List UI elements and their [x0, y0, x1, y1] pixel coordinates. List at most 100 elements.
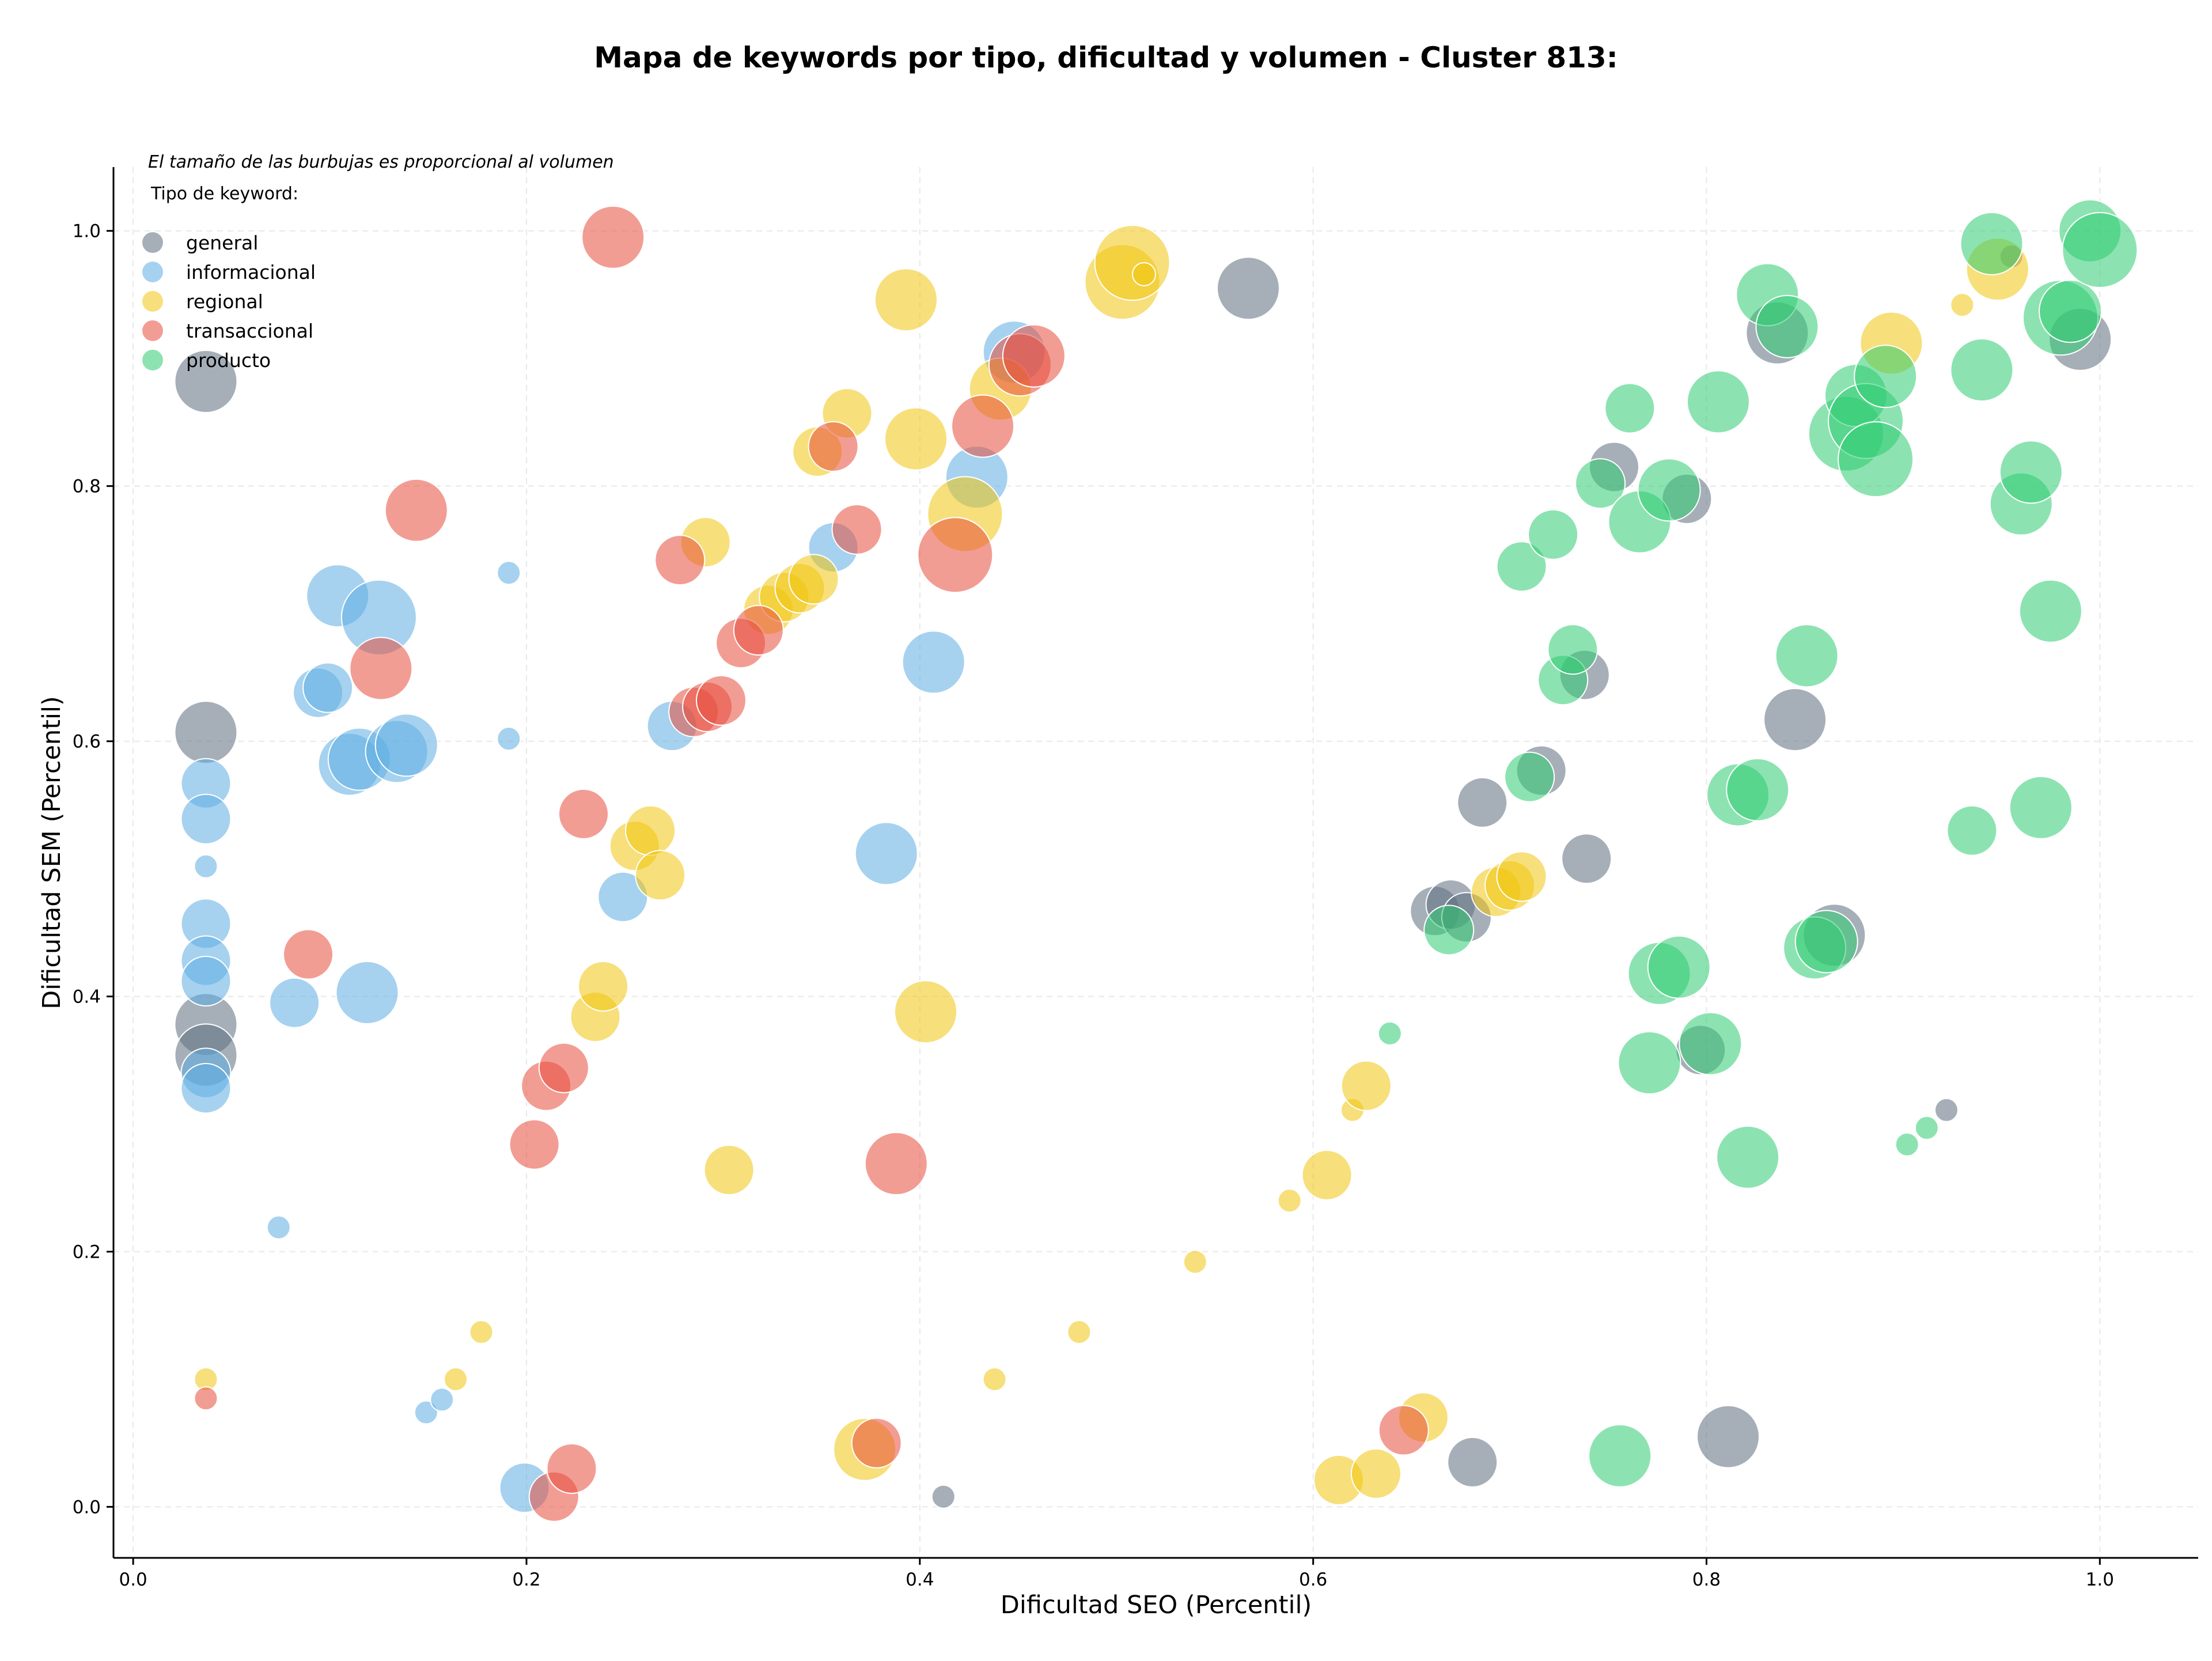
bubble-producto [1547, 624, 1599, 675]
bubble-regional [703, 1144, 755, 1195]
bubble-regional [1094, 225, 1171, 301]
bubble-producto [1377, 1021, 1402, 1046]
bubble-producto [1604, 383, 1656, 434]
bubble-producto [1950, 338, 2014, 402]
bubble-size-note: El tamaño de las burbujas es proporciona… [148, 152, 614, 172]
bubble-regional [1301, 1149, 1353, 1201]
legend-label-general: general [186, 232, 258, 254]
bubble-producto [1914, 1115, 1939, 1140]
legend-swatch-informacional [142, 262, 163, 282]
legend-swatch-regional [142, 291, 163, 312]
bubble-producto [1838, 421, 1914, 498]
bubble-producto [1496, 541, 1547, 592]
bubble-regional [1350, 1448, 1402, 1499]
y-tick-label: 0.8 [73, 476, 101, 497]
bubble-regional [469, 1320, 494, 1345]
bubble-transaccional [283, 929, 334, 980]
legend-label-informacional: informacional [186, 261, 316, 283]
bubble-producto [1528, 509, 1579, 560]
bubble-transaccional [864, 1132, 928, 1195]
bubble-producto [1946, 805, 1998, 856]
bubble-transaccional [733, 604, 784, 656]
bubble-producto [1755, 294, 1819, 358]
bubble-transaccional [808, 421, 859, 472]
bubble-informacional [194, 854, 218, 879]
x-tick-label: 0.6 [1299, 1569, 1327, 1590]
legend-label-transaccional: transaccional [186, 320, 313, 342]
bubble-transaccional [951, 394, 1015, 458]
bubble-general [1216, 256, 1280, 320]
bubble-producto [1895, 1132, 1919, 1157]
bubble-transaccional [831, 504, 882, 555]
x-tick-label: 0.8 [1692, 1569, 1721, 1590]
bubble-regional [1950, 293, 1975, 317]
bubble-producto [1575, 458, 1626, 509]
y-axis-label: Dificultad SEM (Percentil) [37, 696, 66, 1009]
bubble-informacional [497, 727, 521, 751]
bubble-general [931, 1484, 956, 1509]
bubbles [174, 199, 2138, 1522]
bubble-producto [2062, 211, 2138, 288]
bubble-regional [625, 805, 676, 856]
x-tick-label: 0.0 [119, 1569, 147, 1590]
bubble-general [174, 350, 238, 414]
bubble-producto [1854, 345, 1918, 408]
x-tick-label: 1.0 [2086, 1569, 2114, 1590]
bubble-regional [874, 268, 938, 332]
bubble-regional [635, 850, 686, 901]
bubble-informacional [374, 713, 438, 777]
bubble-transaccional [654, 535, 706, 586]
legend-swatch-producto [142, 350, 163, 370]
bubble-regional [1067, 1320, 1092, 1345]
bubble-regional [1340, 1060, 1392, 1111]
bubble-transaccional [1378, 1405, 1429, 1456]
y-tick-label: 0.4 [73, 987, 101, 1008]
bubble-informacional [180, 1062, 232, 1114]
x-tick-label: 0.2 [512, 1569, 540, 1590]
bubble-regional [884, 407, 948, 471]
bubble-producto [1647, 935, 1711, 999]
bubble-transaccional [695, 675, 747, 726]
bubble-producto [1716, 1125, 1780, 1189]
bubble-regional [982, 1367, 1007, 1391]
series-producto [1377, 199, 2138, 1488]
bubble-transaccional [538, 1042, 589, 1094]
bubble-transaccional [851, 1417, 902, 1469]
legend-title: Tipo de keyword: [150, 184, 298, 204]
bubble-producto [1686, 370, 1750, 434]
bubble-producto [1618, 1031, 1681, 1095]
bubble-informacional [854, 822, 918, 886]
bubble-regional [1132, 262, 1157, 287]
bubble-informacional [335, 960, 399, 1024]
y-tick-label: 0.0 [73, 1497, 101, 1518]
bubble-producto [1423, 905, 1475, 956]
bubble-informacional [497, 561, 521, 585]
bubble-informacional [180, 955, 232, 1007]
bubble-informacional [266, 1215, 291, 1240]
series-informacional [180, 320, 1046, 1514]
bubble-transaccional [384, 478, 448, 542]
bubble-regional [444, 1367, 468, 1391]
bubble-regional [1183, 1250, 1207, 1274]
bubble-regional [1277, 1188, 1302, 1213]
legend-label-producto: producto [186, 349, 271, 372]
bubble-producto [1504, 751, 1555, 803]
bubble-producto [2009, 775, 2073, 839]
bubble-regional [894, 980, 958, 1044]
bubble-transaccional [1002, 324, 1066, 388]
bubble-informacional [180, 793, 232, 845]
bubble-producto [2018, 579, 2082, 643]
bubble-producto [1588, 1424, 1652, 1488]
y-tick-label: 0.2 [73, 1242, 101, 1262]
bubble-regional [788, 554, 839, 605]
bubble-producto [1960, 211, 2024, 275]
bubble-general [1763, 687, 1827, 751]
bubble-producto [1775, 624, 1839, 688]
y-tick-label: 1.0 [73, 221, 101, 242]
bubble-regional [578, 960, 629, 1012]
axis-ticks: 0.0 0.2 0.4 0.6 0.8 1.0 0.0 0.2 0.4 0.6 0.8 1.0 [73, 221, 2114, 1590]
bubble-transaccional [558, 788, 609, 839]
bubble-informacional [302, 662, 354, 713]
chart-title: Mapa de keywords por tipo, dificultad y … [594, 41, 1618, 74]
